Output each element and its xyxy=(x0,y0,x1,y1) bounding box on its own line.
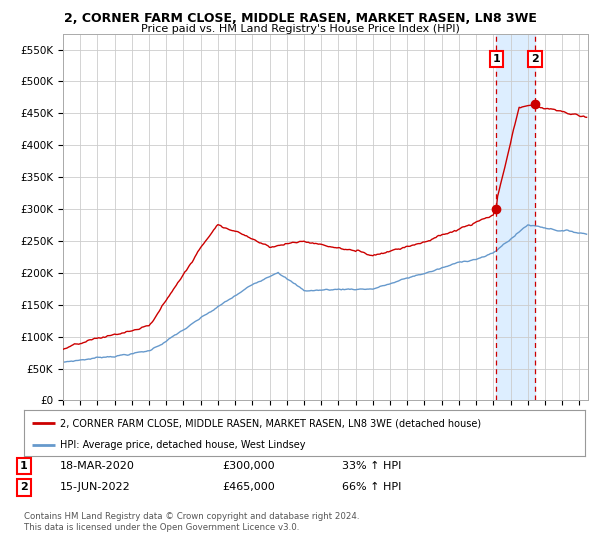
Text: HPI: Average price, detached house, West Lindsey: HPI: Average price, detached house, West… xyxy=(61,440,306,450)
Text: 1: 1 xyxy=(20,461,28,471)
Text: £300,000: £300,000 xyxy=(222,461,275,471)
Text: 66% ↑ HPI: 66% ↑ HPI xyxy=(342,482,401,492)
Text: 2, CORNER FARM CLOSE, MIDDLE RASEN, MARKET RASEN, LN8 3WE (detached house): 2, CORNER FARM CLOSE, MIDDLE RASEN, MARK… xyxy=(61,418,482,428)
Text: 2: 2 xyxy=(531,54,539,64)
Bar xyxy=(496,34,535,400)
Text: 2: 2 xyxy=(20,482,28,492)
Text: 15-JUN-2022: 15-JUN-2022 xyxy=(60,482,131,492)
Text: 33% ↑ HPI: 33% ↑ HPI xyxy=(342,461,401,471)
Text: 18-MAR-2020: 18-MAR-2020 xyxy=(60,461,135,471)
Text: Price paid vs. HM Land Registry's House Price Index (HPI): Price paid vs. HM Land Registry's House … xyxy=(140,24,460,34)
Text: Contains HM Land Registry data © Crown copyright and database right 2024.
This d: Contains HM Land Registry data © Crown c… xyxy=(24,512,359,532)
Text: 1: 1 xyxy=(493,54,500,64)
Text: £465,000: £465,000 xyxy=(222,482,275,492)
Text: 2, CORNER FARM CLOSE, MIDDLE RASEN, MARKET RASEN, LN8 3WE: 2, CORNER FARM CLOSE, MIDDLE RASEN, MARK… xyxy=(64,12,536,25)
